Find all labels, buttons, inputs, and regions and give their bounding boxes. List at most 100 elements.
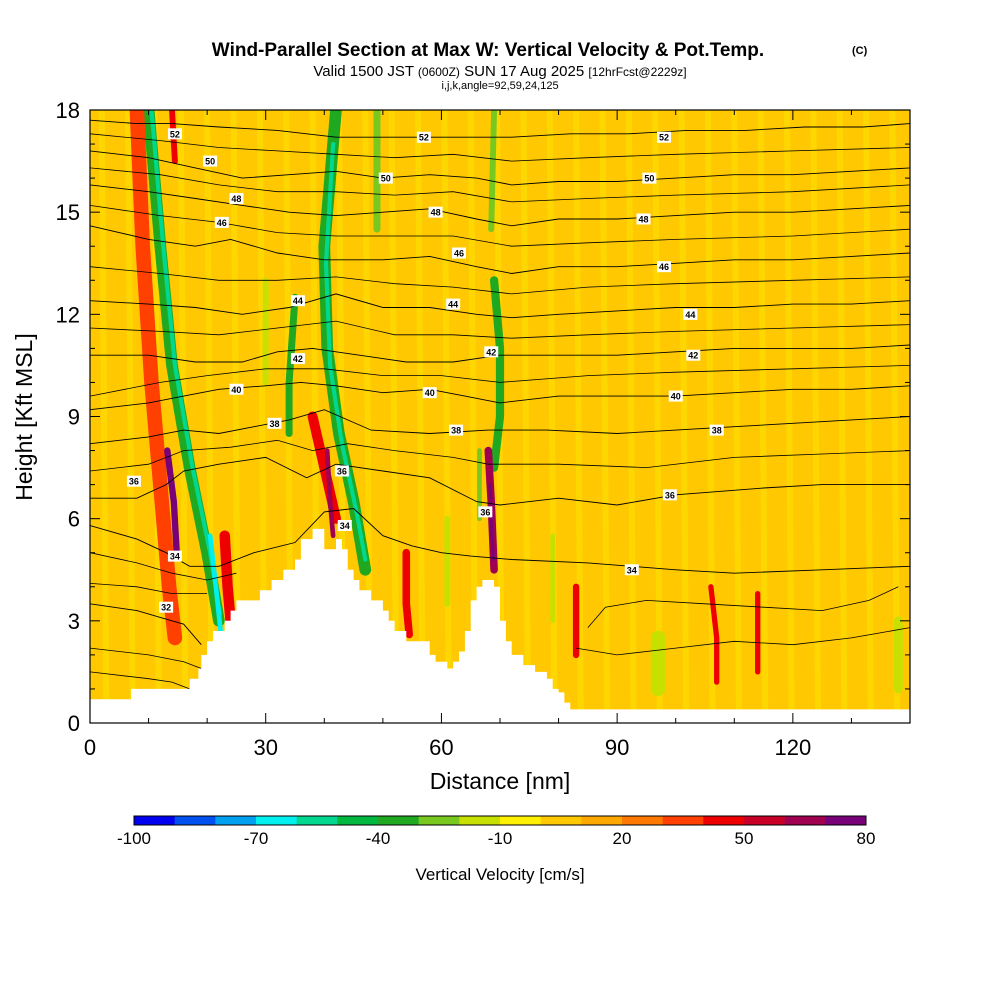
contour-label-bg (686, 349, 701, 361)
contour-label-bg (416, 131, 431, 143)
contour-label-bg (624, 564, 639, 576)
contour-label: 48 (229, 193, 244, 205)
contour-label-bg (378, 172, 393, 184)
terrain (90, 528, 910, 723)
colorbar-tick-label: 20 (613, 829, 632, 848)
contour-label-text: 48 (431, 208, 441, 218)
contour-label-bg (203, 155, 218, 167)
contour-label-text: 44 (685, 310, 695, 320)
contour-label-text: 44 (448, 300, 458, 310)
theta-contour-50 (90, 150, 910, 186)
colorbar-segment (825, 816, 867, 825)
contour-label-text: 40 (671, 392, 681, 402)
y-tick-label: 18 (56, 98, 80, 123)
contour-label: 38 (449, 424, 464, 436)
contour-label-text: 52 (419, 133, 429, 143)
chart-title: Wind-Parallel Section at Max W: Vertical… (212, 40, 764, 61)
contour-label: 50 (642, 172, 657, 184)
colorbar-segment (378, 816, 419, 825)
theta-contour-44 (90, 293, 910, 319)
contour-label: 34 (337, 519, 352, 531)
contour-label-bg (446, 298, 461, 310)
theta-contour (90, 365, 910, 397)
colorbar-segment (662, 816, 704, 825)
contour-label-text: 44 (293, 296, 303, 306)
colorbar-tick-label: -10 (488, 829, 513, 848)
contour-label: 32 (159, 601, 174, 613)
y-tick-label: 9 (68, 405, 80, 430)
colorbar-segment (256, 816, 297, 825)
colorbar-tick-label: 80 (857, 829, 876, 848)
subtitle-forecast: [12hrFcst@2229z] (588, 65, 686, 79)
theta-contour (90, 439, 910, 472)
colorbar-segment (581, 816, 623, 825)
contour-label: 40 (229, 383, 244, 395)
w-feature (219, 530, 236, 627)
colorbar-segment (215, 816, 257, 825)
theta-contour (90, 671, 190, 690)
contour-label: 52 (167, 128, 182, 140)
w-feature (402, 548, 413, 639)
theta-contour (90, 583, 208, 594)
colorbar-segment (174, 816, 216, 825)
colorbar-segment (459, 816, 501, 825)
contour-label-bg (126, 475, 141, 487)
subtitle-date: SUN 17 Aug 2025 (464, 63, 584, 80)
contour-label: 34 (167, 550, 182, 562)
contour-label: 50 (203, 155, 218, 167)
contour-label-text: 38 (269, 419, 279, 429)
contour-label: 40 (668, 390, 683, 402)
w-feature (488, 110, 498, 233)
contour-label-bg (642, 172, 657, 184)
background-stripe (652, 110, 663, 723)
contour-label-text: 42 (293, 354, 303, 364)
w-feature (323, 142, 368, 562)
background-stripe (415, 110, 426, 723)
contour-label: 42 (484, 346, 499, 358)
background-stripe (573, 110, 584, 723)
y-tick-label: 3 (68, 609, 80, 634)
contour-label-text: 36 (129, 477, 139, 487)
background-stripe (520, 110, 532, 723)
contour-label: 44 (683, 308, 698, 320)
contour-label: 46 (452, 247, 466, 259)
theta-contour (90, 205, 910, 247)
theta-contour (90, 320, 910, 339)
contour-label: 42 (686, 349, 701, 361)
potential-temperature-contours (90, 119, 910, 690)
theta-contour (90, 133, 910, 162)
x-axis-label: Distance [nm] (430, 768, 571, 794)
x-tick-label: 60 (429, 735, 453, 760)
w-feature (142, 110, 225, 627)
w-feature (488, 483, 496, 561)
subtitle-utc: (0600Z) (418, 65, 460, 79)
theta-contour-32 (90, 603, 202, 645)
theta-contour (576, 627, 910, 656)
contour-label-text: 52 (659, 133, 669, 143)
contour-label-bg (709, 424, 724, 436)
contour-label-bg (214, 216, 229, 228)
grid-indices: i,j,k,angle=92,59,24,125 (441, 80, 558, 92)
contour-label-bg (159, 601, 174, 613)
contour-label: 50 (378, 172, 393, 184)
colorbar-segment (703, 816, 745, 825)
contour-label-bg (334, 465, 349, 477)
contour-label-bg (337, 519, 352, 531)
colorbar-label: Vertical Velocity [cm/s] (415, 865, 584, 884)
contour-label-bg (668, 390, 683, 402)
theta-contour-40 (90, 381, 910, 411)
theta-contour (90, 266, 910, 295)
background-stripe (125, 110, 136, 723)
contour-label-bg (290, 295, 305, 307)
contour-label: 52 (416, 131, 431, 143)
contour-label-text: 42 (486, 347, 496, 357)
contour-label-bg (478, 506, 493, 518)
contour-label-bg (422, 387, 437, 399)
background-stripe (98, 110, 110, 723)
contour-label: 42 (290, 353, 305, 365)
contour-label: 40 (422, 387, 437, 399)
background-stripe (836, 110, 848, 723)
contour-label-text: 36 (665, 490, 675, 500)
